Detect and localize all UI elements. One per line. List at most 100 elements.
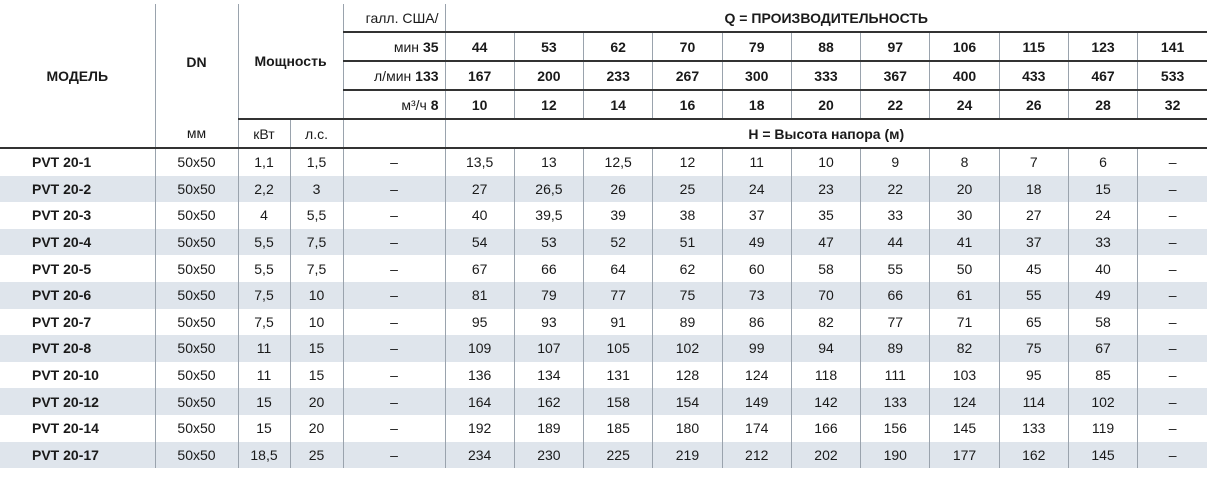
dn-header: DN: [154, 4, 238, 119]
cell: 18,5: [237, 441, 290, 469]
gpm-value: 106: [929, 31, 1000, 61]
cell: –: [342, 148, 446, 176]
cell: 11: [237, 361, 290, 389]
cell: 37: [721, 202, 792, 229]
m3h-value: 24: [929, 89, 1000, 119]
data-row: PVT 20-1 50x50 1,1 1,5–13,5 13 12,5 12 11 10 9 8 7 6…: [0, 148, 1207, 176]
cell: 67: [444, 255, 515, 282]
lpm-value: 467: [1067, 60, 1138, 90]
power-header: Мощность: [237, 4, 344, 119]
cell: –: [1137, 175, 1207, 203]
lpm-value: 200: [513, 60, 584, 90]
cell: –: [342, 388, 446, 415]
dn-unit: мм: [154, 119, 238, 149]
cell: 41: [929, 228, 1000, 256]
cell: 73: [721, 281, 792, 309]
cell: 66: [860, 281, 930, 309]
cell: 40: [1067, 255, 1138, 282]
cell: 24: [721, 175, 792, 203]
gpm-value: 44: [444, 31, 515, 61]
lpm-value: 400: [929, 60, 1000, 90]
cell: 10: [289, 308, 344, 336]
cell: 55: [998, 281, 1069, 309]
cell: 89: [860, 335, 930, 362]
m3h-label-cell: м³/ч 8: [342, 89, 446, 119]
m3h-value: 16: [652, 89, 723, 119]
gpm-value: 88: [790, 31, 861, 61]
cell: 2,2: [237, 175, 290, 203]
cell: 50x50: [154, 388, 238, 415]
model-name: PVT 20-7: [32, 313, 92, 330]
cell: –: [1137, 148, 1207, 176]
cell: 142: [790, 388, 861, 415]
cell: 91: [583, 308, 653, 336]
cell: 1,5: [289, 148, 344, 176]
cell: 82: [929, 335, 1000, 362]
cell: –: [1137, 202, 1207, 229]
cell: 30: [929, 202, 1000, 229]
lpm-value: 300: [721, 60, 792, 90]
cell: 164: [444, 388, 515, 415]
gpm-first: 35: [422, 38, 439, 55]
cell: 50x50: [154, 228, 238, 256]
cell: 39: [583, 202, 653, 229]
cell: 40: [444, 202, 515, 229]
cell: 180: [652, 414, 723, 442]
cell: 62: [652, 255, 723, 282]
cell: 33: [860, 202, 930, 229]
cell: 86: [721, 308, 792, 336]
cell: 230: [513, 441, 584, 469]
cell: 44: [860, 228, 930, 256]
cell: 12: [652, 148, 723, 176]
cell: –: [1137, 388, 1207, 415]
m3h-value: 32: [1137, 89, 1207, 119]
kw-unit: кВт: [237, 118, 290, 149]
cell: 60: [721, 255, 792, 282]
data-row: PVT 20-12 50x50 15 20–164 162 158 154 149 142 133…: [0, 388, 1207, 415]
data-row: PVT 20-6 50x50 7,5 10–81 79 77 75 73 70 66 61 55 49–: [0, 281, 1207, 309]
cell: 18: [998, 175, 1069, 203]
gpm-value: 70: [652, 31, 723, 61]
cell: 15: [237, 414, 290, 442]
cell: 55: [860, 255, 930, 282]
lpm-value: 167: [444, 60, 515, 90]
cell: 105: [583, 335, 653, 362]
cell: 50x50: [154, 281, 238, 309]
data-row: PVT 20-3 50x50 4 5,5–40 39,5 39 38 37 35 33 30 27 24…: [0, 202, 1207, 229]
cell: 25: [289, 441, 344, 469]
m3h-value: 20: [790, 89, 861, 119]
cell: 109: [444, 335, 515, 362]
data-row: PVT 20-8 50x50 11 15–109 107 105 102 99 94 89 82 75…: [0, 335, 1207, 362]
cell: 12,5: [583, 148, 653, 176]
cell: 26,5: [513, 175, 584, 203]
cell: 22: [860, 175, 930, 203]
header-row: мм кВт л.с. H = Высота напора (м): [0, 118, 1207, 149]
cell: 102: [652, 335, 723, 362]
cell: –: [1137, 414, 1207, 442]
m3h-label: м³/ч: [401, 96, 427, 113]
m3h-value: 28: [1067, 89, 1138, 119]
cell: 8: [929, 148, 1000, 176]
m3h-value: 12: [513, 89, 584, 119]
gpm-value: 141: [1137, 31, 1207, 61]
cell: 102: [1067, 388, 1138, 415]
cell: 49: [721, 228, 792, 256]
gpm-value: 123: [1067, 31, 1138, 61]
cell: 37: [998, 228, 1069, 256]
gpm-label-top: галл. США/: [342, 4, 446, 32]
cell: 145: [1067, 441, 1138, 469]
cell: 10: [289, 281, 344, 309]
cell: 1,1: [237, 148, 290, 176]
cell: 11: [721, 148, 792, 176]
cell: –: [342, 175, 446, 203]
cell: 51: [652, 228, 723, 256]
pump-table: МОДЕЛЬ DN Мощность галл. США/Q = ПРОИЗВОДИТ…: [0, 4, 1207, 469]
cell: 77: [860, 308, 930, 336]
model-name: PVT 20-5: [32, 260, 92, 277]
m3h-first: 8: [430, 96, 439, 113]
cell: 53: [513, 228, 584, 256]
cell: 7,5: [237, 281, 290, 309]
cell: –: [1137, 441, 1207, 469]
cell: 26: [583, 175, 653, 203]
